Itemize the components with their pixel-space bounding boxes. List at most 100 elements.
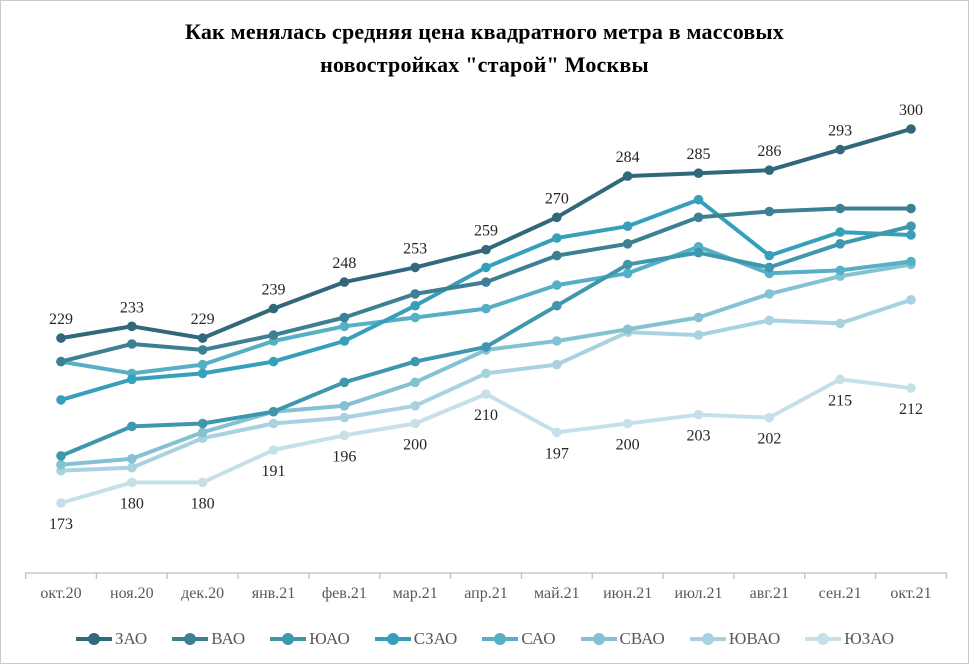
series-point-ЮАО	[56, 451, 66, 461]
data-label-ЮЗАО: 197	[545, 445, 569, 462]
legend-marker-icon	[805, 633, 842, 645]
series-point-ЮАО	[268, 406, 279, 417]
series-point-СЗАО	[410, 300, 420, 311]
data-label-ЗАО: 229	[191, 311, 215, 328]
series-point-СЗАО	[906, 230, 916, 240]
series-point-ВАО	[906, 203, 916, 214]
x-axis-label: сен.21	[819, 585, 862, 602]
legend-label: СВАО	[619, 629, 665, 648]
series-point-ЮВАО	[764, 315, 775, 326]
legend-label: ЮЗАО	[844, 629, 894, 648]
series-point-ЮЗАО	[197, 477, 208, 488]
x-axis-label: окт.21	[890, 585, 931, 602]
data-label-ЮЗАО: 212	[899, 401, 923, 418]
legend-label: ВАО	[211, 629, 246, 648]
series-point-ЮЗАО	[127, 477, 137, 488]
series-point-ЮВАО	[339, 412, 350, 423]
legend-item-СВАО: СВАО	[580, 629, 665, 649]
series-point-САО	[906, 256, 916, 267]
x-axis-label: фев.21	[322, 585, 367, 602]
data-label-ЮЗАО: 200	[403, 437, 427, 454]
series-point-САО	[835, 265, 845, 276]
series-point-СВАО	[339, 401, 350, 411]
series-point-ВАО	[835, 203, 845, 214]
series-point-САО	[552, 280, 562, 290]
legend-label: ЗАО	[114, 629, 148, 648]
legend-marker-icon	[374, 633, 411, 645]
x-axis-label: окт.20	[40, 585, 81, 602]
series-point-ЮЗАО	[552, 427, 562, 438]
series-point-ЮЗАО	[835, 374, 845, 385]
series-point-ЗАО	[410, 262, 420, 273]
data-label-ЗАО: 239	[261, 282, 285, 299]
chart-title-line1: Как менялась средняя цена квадратного ме…	[185, 19, 784, 44]
series-point-СЗАО	[197, 368, 208, 379]
series-point-САО	[410, 312, 420, 323]
series-point-ЮЗАО	[410, 418, 420, 429]
series-point-ЗАО	[481, 244, 491, 255]
data-label-ЮЗАО: 191	[261, 463, 285, 480]
series-point-ЮЗАО	[268, 445, 279, 455]
series-point-ЮЗАО	[481, 389, 491, 399]
series-point-САО	[481, 303, 491, 314]
x-axis-label: май.21	[534, 585, 580, 602]
series-point-ЮЗАО	[339, 430, 350, 441]
x-axis-label: янв.21	[252, 585, 295, 602]
data-label-ЗАО: 253	[403, 240, 427, 257]
data-label-ЮЗАО: 210	[474, 407, 498, 424]
series-point-ЗАО	[906, 124, 916, 134]
data-label-ЮЗАО: 180	[191, 495, 215, 512]
legend-marker-icon	[172, 633, 209, 645]
series-point-ВАО	[481, 277, 491, 287]
series-point-ЗАО	[764, 165, 775, 175]
series-point-СВАО	[56, 459, 66, 470]
legend-item-ЗАО: ЗАО	[75, 629, 147, 649]
x-axis-label: ноя.20	[110, 585, 154, 602]
chart-title: Как менялась средняя цена квадратного ме…	[1, 15, 968, 81]
data-label-ЗАО: 284	[616, 149, 640, 166]
series-point-СЗАО	[835, 227, 845, 237]
series-point-ВАО	[339, 312, 350, 323]
series-point-ЗАО	[622, 171, 633, 181]
legend-item-СЗАО: СЗАО	[374, 629, 458, 649]
series-point-СЗАО	[481, 262, 491, 273]
series-point-ЗАО	[552, 212, 562, 223]
series-point-ЗАО	[835, 144, 845, 155]
series-point-ЮВАО	[481, 368, 491, 379]
data-label-ЗАО: 300	[899, 102, 923, 119]
series-point-ВАО	[56, 356, 66, 367]
series-line-ЮВАО	[59, 297, 913, 473]
series-point-ЗАО	[693, 168, 704, 178]
chart-legend: ЗАО ВАО ЮАО СЗАО САО СВАО ЮВАО ЮЗАО	[1, 629, 968, 649]
series-point-САО	[197, 359, 208, 370]
series-point-ВАО	[693, 212, 704, 223]
data-label-ЮЗАО: 173	[49, 516, 73, 533]
legend-marker-icon	[75, 633, 112, 645]
series-point-ЗАО	[197, 333, 208, 343]
data-label-ЗАО: 270	[545, 190, 569, 207]
x-axis-label: авг.21	[750, 585, 789, 602]
series-point-ВАО	[764, 206, 775, 217]
series-point-ЮАО	[410, 356, 420, 367]
series-point-ЗАО	[127, 321, 137, 332]
data-label-ЗАО: 259	[474, 223, 498, 240]
series-point-ЮАО	[693, 247, 704, 258]
series-point-ЮВАО	[127, 462, 137, 473]
series-point-ЮАО	[127, 421, 137, 432]
legend-marker-icon	[270, 633, 307, 645]
series-point-СЗАО	[764, 250, 775, 261]
series-point-ЮВАО	[693, 330, 704, 340]
series-point-ВАО	[268, 330, 279, 340]
legend-marker-icon	[580, 633, 617, 645]
data-label-ЗАО: 229	[49, 311, 73, 328]
x-axis-label: дек.20	[181, 585, 224, 602]
series-point-СВАО	[693, 312, 704, 323]
legend-label: СЗАО	[413, 629, 458, 648]
data-label-ЗАО: 293	[828, 123, 852, 140]
series-point-ЮЗАО	[622, 418, 633, 429]
series-point-СЗАО	[127, 374, 137, 385]
series-point-ЗАО	[339, 277, 350, 287]
data-label-ЮЗАО: 196	[332, 448, 356, 465]
data-label-ЮЗАО: 203	[686, 428, 710, 445]
